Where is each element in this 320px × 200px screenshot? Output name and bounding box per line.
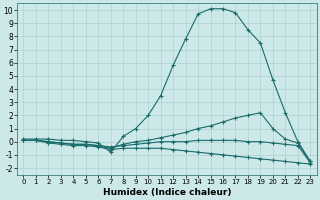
X-axis label: Humidex (Indice chaleur): Humidex (Indice chaleur) bbox=[103, 188, 231, 197]
